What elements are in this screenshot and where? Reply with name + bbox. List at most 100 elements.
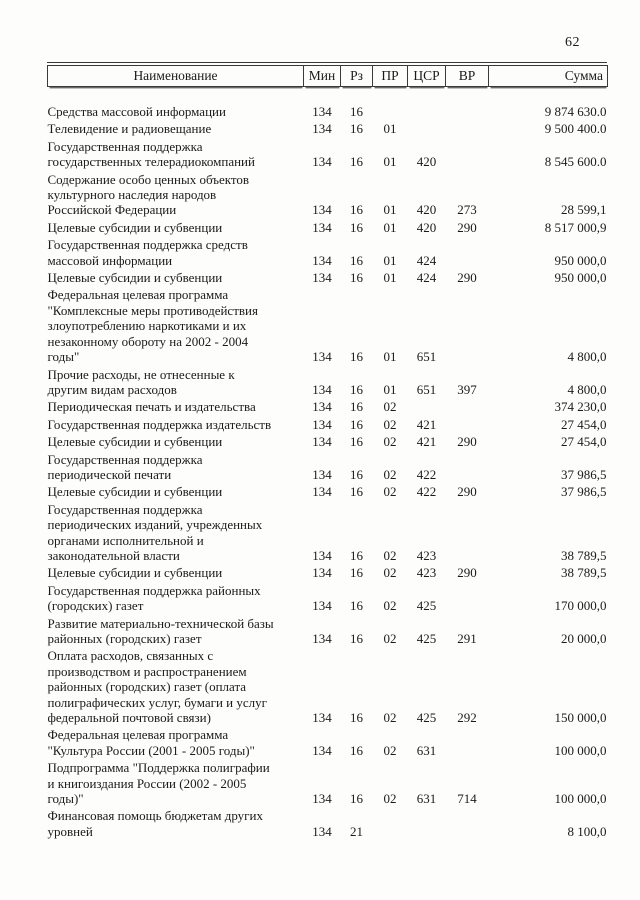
pr-cell: 02 (383, 547, 397, 563)
name-cell: Прочие расходы, не отнесенные к другим в… (47, 366, 235, 397)
min-cell: 134 (312, 547, 332, 563)
pr-cell: 02 (383, 399, 397, 415)
vr-cell: 397 (457, 381, 477, 397)
table-row: Государственная поддержка издательств 134… (48, 415, 608, 432)
min-cell: 134 (312, 434, 332, 450)
name-cell: Телевидение и радиовещание (47, 121, 212, 137)
sum-cell: 150 000,0 (554, 710, 607, 726)
vr-cell (446, 285, 489, 364)
name-cell: Развитие материально-технической базы ра… (47, 615, 274, 646)
min-cell: 134 (312, 252, 332, 268)
pr-cell: 01 (383, 349, 397, 365)
vr-cell: 290 (457, 270, 477, 286)
csr-cell (408, 119, 446, 136)
min-cell: 134 (312, 742, 332, 758)
sum-cell: 8 545 600.0 (544, 154, 607, 170)
rz-cell: 16 (350, 270, 363, 286)
rz-cell: 16 (350, 399, 363, 415)
csr-cell (408, 397, 446, 414)
vr-cell (446, 137, 489, 170)
sum-cell: 374 230,0 (554, 399, 607, 415)
table-row: Целевые субсидии и субвенции 134 16 01 424 29… (48, 268, 608, 285)
table-row: Средства массовой информации 134 16 9 874 6… (48, 102, 608, 119)
sum-cell: 9 874 630.0 (544, 104, 607, 119)
table-row: Федеральная целевая программа "Культура … (48, 725, 608, 758)
sum-cell: 20 000,0 (561, 631, 607, 646)
table-row: Развитие материально-технической базы ра… (48, 614, 608, 647)
csr-cell: 420 (416, 154, 437, 170)
csr-cell (408, 806, 446, 839)
pr-cell: 02 (383, 598, 397, 614)
rz-cell: 16 (350, 252, 363, 268)
vr-cell: 290 (457, 434, 477, 450)
pr-cell (373, 806, 408, 839)
vr-cell: 290 (457, 565, 477, 581)
sum-cell: 38 789,5 (561, 565, 607, 581)
csr-cell: 423 (416, 547, 437, 563)
vr-cell (446, 581, 489, 614)
min-cell: 134 (312, 399, 332, 415)
sum-cell: 9 500 400.0 (544, 121, 607, 137)
min-cell: 134 (312, 598, 332, 614)
sum-cell: 4 800,0 (567, 381, 607, 397)
name-cell: Федеральная целевая программа "Культура … (47, 727, 255, 758)
vr-cell (446, 102, 489, 119)
rz-cell: 16 (350, 434, 363, 450)
pr-cell: 02 (383, 466, 397, 482)
sum-cell: 4 800,0 (567, 349, 607, 365)
pr-cell: 02 (383, 791, 397, 807)
vr-cell (446, 725, 489, 758)
table-row: Государственная поддержка районных (горо… (48, 581, 608, 614)
name-cell: Целевые субсидии и субвенции (47, 565, 223, 581)
rz-cell: 16 (350, 631, 363, 646)
csr-cell: 420 (416, 219, 437, 235)
min-cell: 134 (312, 710, 332, 726)
csr-cell: 421 (416, 434, 437, 450)
rz-cell: 21 (350, 823, 363, 839)
rz-cell: 16 (350, 742, 363, 758)
vr-cell: 290 (457, 219, 477, 235)
pr-cell: 02 (383, 742, 397, 758)
page-number: 62 (565, 35, 580, 50)
min-cell: 134 (312, 154, 332, 170)
budget-table: Наименование Мин Рз ПР ЦСР ВР Сумма Сред… (47, 65, 608, 839)
rz-cell: 16 (350, 121, 363, 137)
sum-cell: 28 599,1 (561, 202, 607, 218)
sum-cell: 170 000,0 (554, 598, 607, 614)
table-row: Содержание особо ценных объектов культур… (48, 170, 608, 218)
table-row: Государственная поддержка периодической … (48, 450, 608, 483)
min-cell: 134 (312, 466, 332, 482)
rz-cell: 16 (350, 219, 363, 235)
min-cell: 134 (312, 349, 332, 365)
sum-cell: 8 100,0 (567, 823, 607, 839)
column-header-rz: Рз (340, 65, 373, 87)
pr-cell: 01 (383, 270, 397, 286)
table-row: Целевые субсидии и субвенции 134 16 02 421 29… (48, 432, 608, 449)
vr-cell: 273 (457, 202, 477, 218)
min-cell: 134 (312, 381, 332, 397)
rz-cell: 16 (350, 598, 363, 614)
csr-cell: 424 (416, 252, 437, 268)
table-row: Телевидение и радиовещание 134 16 01 9 500 4… (48, 119, 608, 136)
sum-cell: 950 000,0 (554, 270, 607, 286)
sum-cell: 8 517 000,9 (544, 219, 607, 235)
name-cell: Целевые субсидии и субвенции (47, 219, 223, 235)
min-cell: 134 (312, 823, 332, 839)
table-row: Государственная поддержка периодических … (48, 500, 608, 564)
sum-cell: 37 986,5 (561, 466, 607, 482)
csr-cell: 425 (416, 598, 437, 614)
table-row: Целевые субсидии и субвенции 134 16 01 420 29… (48, 218, 608, 235)
name-cell: Целевые субсидии и субвенции (47, 270, 223, 286)
rz-cell: 16 (350, 416, 363, 432)
table-row: Прочие расходы, не отнесенные к другим в… (48, 365, 608, 398)
table-body: Средства массовой информации 134 16 9 874 6… (48, 87, 608, 840)
column-header-min: Мин (303, 65, 341, 87)
pr-cell: 01 (383, 252, 397, 268)
name-cell: Государственная поддержка средств массов… (47, 237, 248, 268)
min-cell: 134 (312, 202, 332, 218)
min-cell: 134 (312, 219, 332, 235)
name-cell: Содержание особо ценных объектов культур… (47, 171, 250, 218)
csr-cell: 631 (416, 791, 437, 807)
csr-cell: 651 (416, 381, 437, 397)
pr-cell: 01 (383, 121, 397, 137)
